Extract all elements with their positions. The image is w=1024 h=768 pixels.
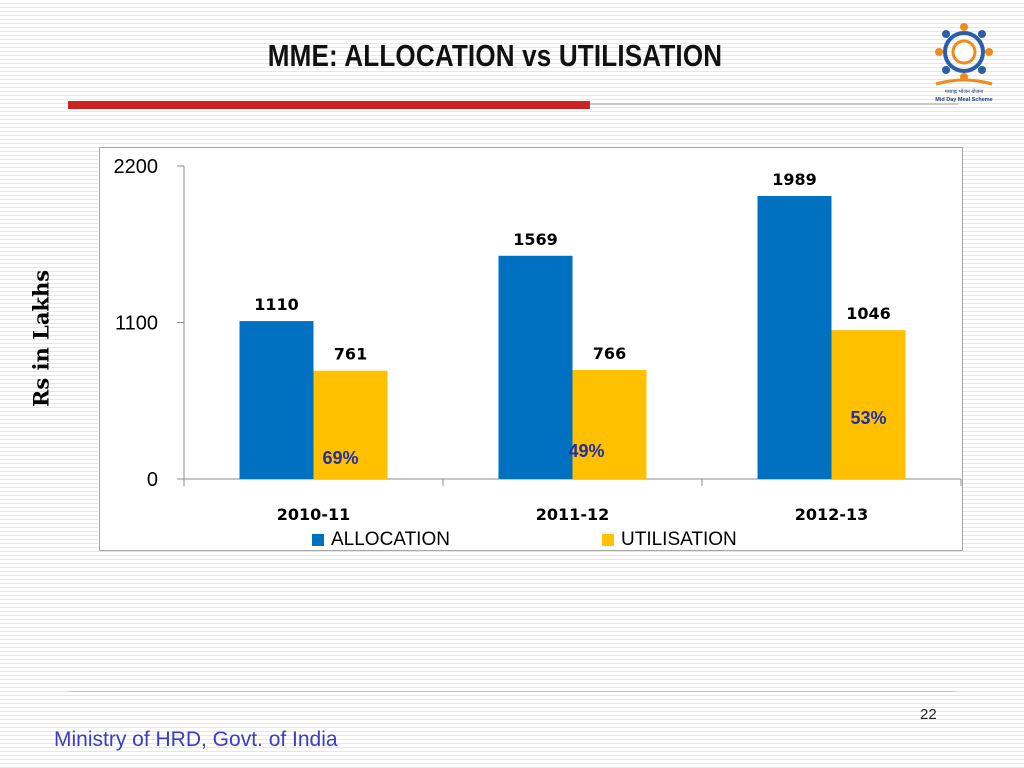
utilisation-percent-label: 53% (850, 408, 886, 428)
footer-text: Ministry of HRD, Govt. of India (54, 728, 338, 751)
logo-emblem-icon (935, 23, 993, 86)
data-label: 1989 (772, 170, 817, 189)
data-label: 1046 (846, 304, 891, 323)
chart-legend: ALLOCATION UTILISATION (312, 529, 812, 551)
logo-text-hindi: मध्याह्न भोजन योजना (945, 88, 984, 95)
legend-label-allocation: ALLOCATION (331, 529, 450, 550)
x-tick-label: 2011-12 (536, 505, 609, 524)
bar-utilisation-2010-11 (313, 370, 388, 479)
x-tick-label: 2010-11 (277, 505, 350, 524)
bar-allocation-2011-12 (498, 255, 573, 479)
legend-swatch-utilisation (602, 534, 614, 546)
title-accent-bar (68, 101, 590, 109)
slide-title: MME: ALLOCATION vs UTILISATION (267, 38, 723, 73)
y-tick-label: 2200 (114, 156, 159, 178)
footer-divider-line (68, 691, 956, 692)
chart-area: 0 1100 2200 2010-11 1110 761 69% 2011-12 1569 766… (99, 147, 963, 551)
y-tick-label: 0 (147, 469, 158, 491)
page-number: 22 (920, 706, 937, 723)
bar-allocation-2012-13 (757, 196, 832, 480)
bar-chart: 0 1100 2200 2010-11 1110 761 69% 2011-12 1569 766… (114, 156, 962, 524)
legend-item-utilisation: UTILISATION (602, 529, 737, 551)
data-label: 1110 (254, 295, 299, 314)
data-label: 761 (334, 345, 367, 364)
data-label: 766 (593, 344, 626, 363)
y-axis-label: Rs in Lakhs (28, 269, 54, 408)
legend-item-allocation: ALLOCATION (312, 529, 450, 551)
legend-swatch-allocation (312, 534, 324, 546)
x-tick-label: 2012-13 (795, 505, 868, 524)
utilisation-percent-label: 49% (568, 441, 604, 461)
bar-utilisation-2012-13 (831, 330, 906, 479)
mid-day-meal-logo: मध्याह्न भोजन योजना Mid Day Meal Scheme (935, 23, 993, 103)
data-label: 1569 (513, 230, 558, 249)
bar-allocation-2010-11 (239, 321, 314, 479)
y-tick-label: 1100 (115, 313, 158, 335)
bar-utilisation-2011-12 (572, 370, 647, 479)
utilisation-percent-label: 69% (322, 448, 358, 468)
legend-label-utilisation: UTILISATION (621, 529, 737, 550)
title-divider-line (590, 103, 958, 105)
logo-text-english: Mid Day Meal Scheme (935, 97, 992, 103)
